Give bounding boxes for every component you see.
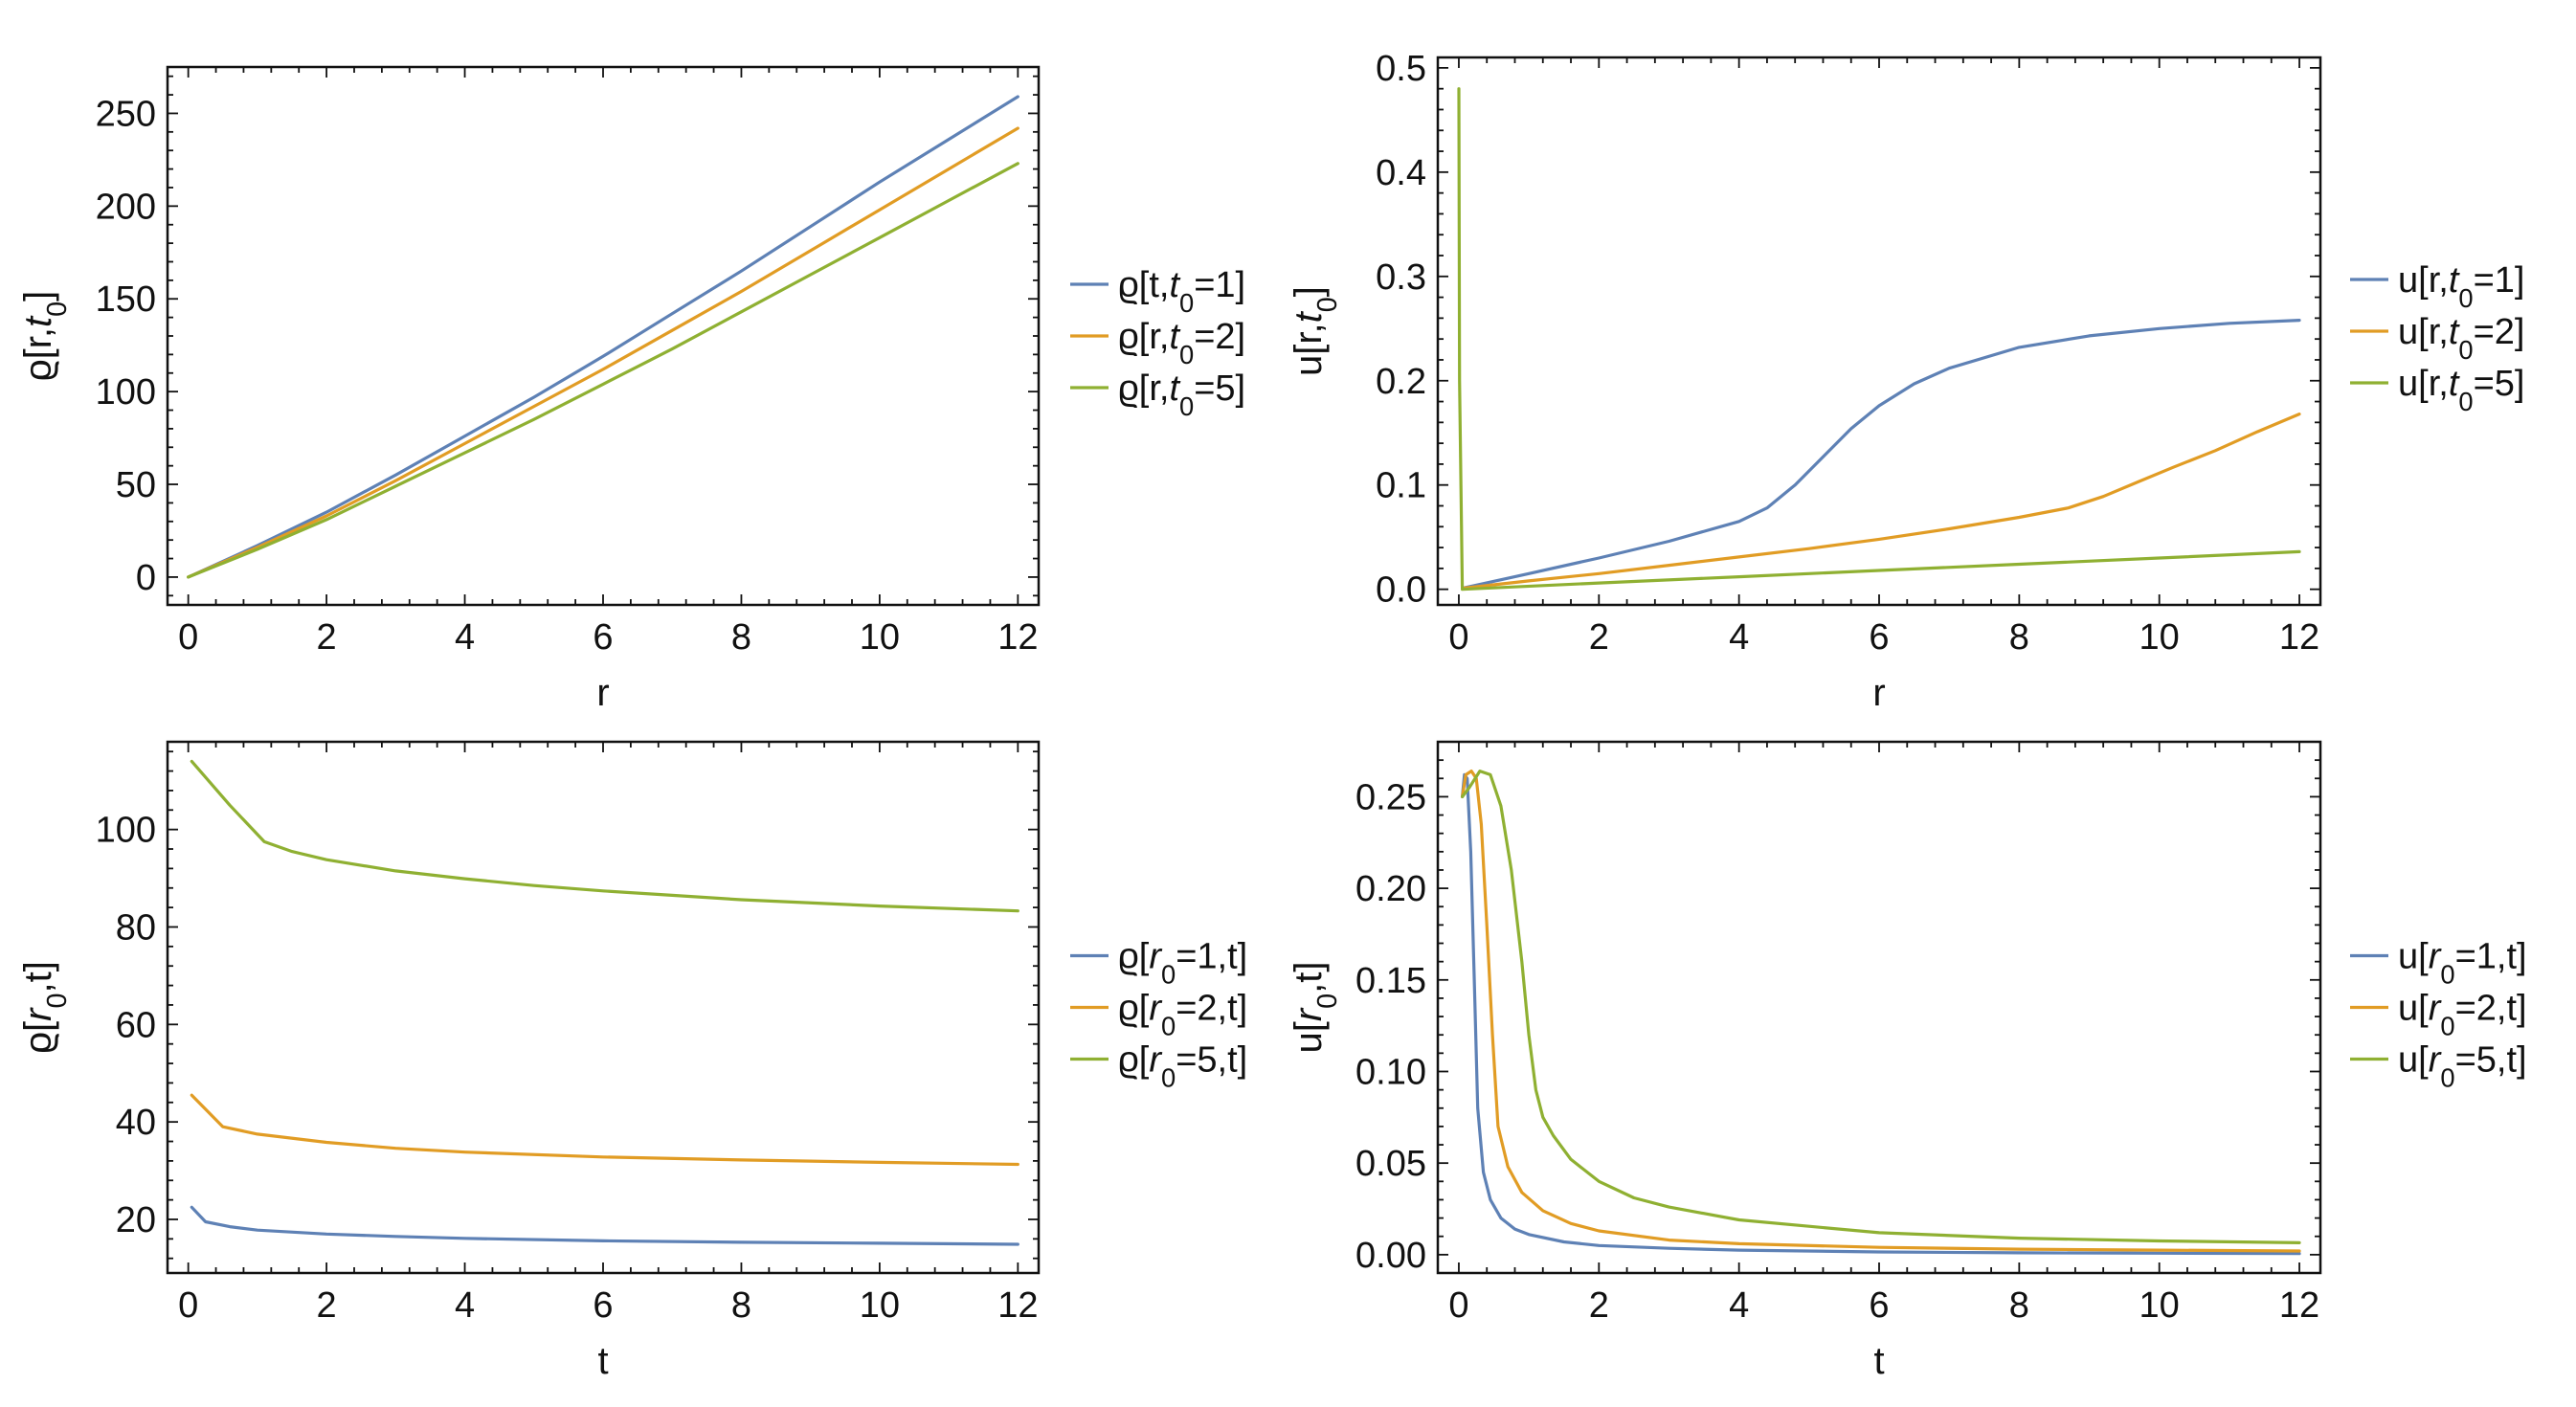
y-tick-label: 60 (116, 1005, 156, 1045)
x-tick-label: 8 (731, 1285, 751, 1326)
x-tick-label: 0 (1448, 1285, 1468, 1326)
series-line-u[r0=5,t] (1460, 769, 2301, 1245)
legend-entry: ϱ[r0=1,t] (1118, 937, 1247, 990)
y-axis-title: u[r,t0] (1288, 286, 1343, 376)
series-line-ϱ[r0=2,t] (190, 1093, 1019, 1167)
x-tick-label: 4 (1729, 1285, 1749, 1326)
y-tick-label: 50 (116, 465, 156, 505)
series-line-ϱ[r,t0=5] (187, 162, 1019, 579)
chart-rho-vs-r: 0 2 4 6 8 10 12 0 50 100 150 200 250 r ϱ[r,t0] ϱ[t,t0=1… (17, 65, 1245, 714)
y-tick-label: 0 (136, 558, 156, 598)
y-tick-label: 0.4 (1376, 153, 1426, 193)
x-axis-title: t (597, 1340, 608, 1382)
y-tick-label: 250 (96, 94, 156, 134)
y-tick-label: 100 (96, 372, 156, 413)
x-tick-label: 6 (1869, 1285, 1889, 1326)
x-tick-label: 10 (2139, 617, 2180, 658)
y-tick-label: 40 (116, 1103, 156, 1143)
x-tick-label: 2 (1589, 1285, 1609, 1326)
y-tick-label: 0.00 (1355, 1236, 1426, 1276)
x-tick-label: 12 (997, 617, 1038, 658)
series-line-ϱ[t,t0=1] (187, 95, 1019, 579)
y-tick-label: 80 (116, 907, 156, 948)
x-tick-label: 2 (317, 617, 337, 658)
y-tick-label: 150 (96, 279, 156, 320)
legend-entry: ϱ[r,t0=2] (1118, 317, 1245, 369)
x-tick-label: 6 (1869, 617, 1889, 658)
x-tick-label: 10 (860, 617, 900, 658)
x-tick-label: 6 (593, 1285, 613, 1326)
x-tick-label: 10 (860, 1285, 900, 1326)
y-tick-label: 0.5 (1376, 49, 1426, 89)
chart-u-vs-t: 0 2 4 6 8 10 12 0.00 0.05 0.10 0.15 0.20 0.25 t u[r0,t… (1288, 740, 2527, 1382)
plot-frame (166, 740, 1041, 1275)
y-axis-title: ϱ[r,t0] (17, 291, 73, 382)
x-tick-label: 10 (2139, 1285, 2180, 1326)
legend-entry: u[r0=2,t] (2398, 989, 2527, 1041)
y-tick-label: 100 (96, 811, 156, 851)
y-tick-label: 0.05 (1355, 1144, 1426, 1184)
x-tick-label: 8 (731, 617, 751, 658)
series-line-u[r,t0=5] (1457, 87, 2301, 592)
plot-frame (1436, 740, 2322, 1275)
y-tick-label: 0.15 (1355, 961, 1426, 1001)
y-tick-label: 0.2 (1376, 362, 1426, 402)
series-line-ϱ[r0=5,t] (190, 759, 1019, 913)
x-tick-label: 6 (593, 617, 613, 658)
y-tick-label: 0.25 (1355, 777, 1426, 817)
y-axis-title: u[r0,t] (1288, 961, 1343, 1053)
x-tick-label: 4 (1729, 617, 1749, 658)
legend-entry: u[r0=1,t] (2398, 937, 2527, 990)
legend-entry: ϱ[r,t0=5] (1118, 368, 1245, 421)
series-line-u[r0=1,t] (1460, 772, 2301, 1256)
y-tick-label: 0.3 (1376, 257, 1426, 298)
y-tick-label: 0.20 (1355, 869, 1426, 909)
legend-entry: ϱ[t,t0=1] (1118, 265, 1245, 318)
x-tick-label: 2 (1589, 617, 1609, 658)
x-axis-title: r (596, 672, 609, 714)
x-tick-label: 12 (997, 1285, 1038, 1326)
series-line-u[r,t0=1] (1460, 319, 2301, 591)
series-line-u[r,t0=2] (1460, 413, 2301, 591)
x-tick-label: 2 (317, 1285, 337, 1326)
legend-entry: u[r,t0=1] (2398, 260, 2524, 313)
x-axis-title: r (1872, 672, 1885, 714)
x-tick-label: 4 (455, 617, 475, 658)
y-tick-label: 200 (96, 187, 156, 227)
x-tick-label: 8 (2009, 1285, 2029, 1326)
x-tick-label: 0 (178, 617, 198, 658)
x-tick-label: 8 (2009, 617, 2029, 658)
legend-entry: u[r0=5,t] (2398, 1040, 2527, 1093)
x-tick-label: 12 (2279, 1285, 2319, 1326)
y-axis-title: ϱ[r0,t] (17, 961, 73, 1054)
y-tick-label: 0.0 (1376, 570, 1426, 611)
legend-entry: ϱ[r0=2,t] (1118, 989, 1247, 1041)
series-line-ϱ[r0=1,t] (190, 1205, 1019, 1246)
chart-rho-vs-t: 0 2 4 6 8 10 1220406080100tϱ[r0,t]ϱ[r0=1,t]ϱ[r… (17, 740, 1247, 1382)
chart-u-vs-r: 0 2 4 6 8 10 12 0.0 0.1 0.2 0.3 0.4 0.5 r u[r,t0] u[r,t… (1288, 49, 2524, 714)
series-line-u[r0=2,t] (1460, 769, 2301, 1253)
y-tick-label: 20 (116, 1200, 156, 1240)
y-tick-label: 0.10 (1355, 1052, 1426, 1092)
y-tick-label: 0.1 (1376, 466, 1426, 506)
plot-frame (1436, 56, 2322, 607)
x-axis-title: t (1873, 1340, 1884, 1382)
legend-entry: u[r,t0=2] (2398, 312, 2524, 365)
x-tick-label: 0 (178, 1285, 198, 1326)
x-tick-label: 4 (455, 1285, 475, 1326)
x-tick-label: 0 (1448, 617, 1468, 658)
x-tick-label: 12 (2279, 617, 2319, 658)
legend-entry: u[r,t0=5] (2398, 364, 2524, 416)
series-line-ϱ[r,t0=2] (187, 126, 1019, 579)
legend-entry: ϱ[r0=5,t] (1118, 1040, 1247, 1093)
